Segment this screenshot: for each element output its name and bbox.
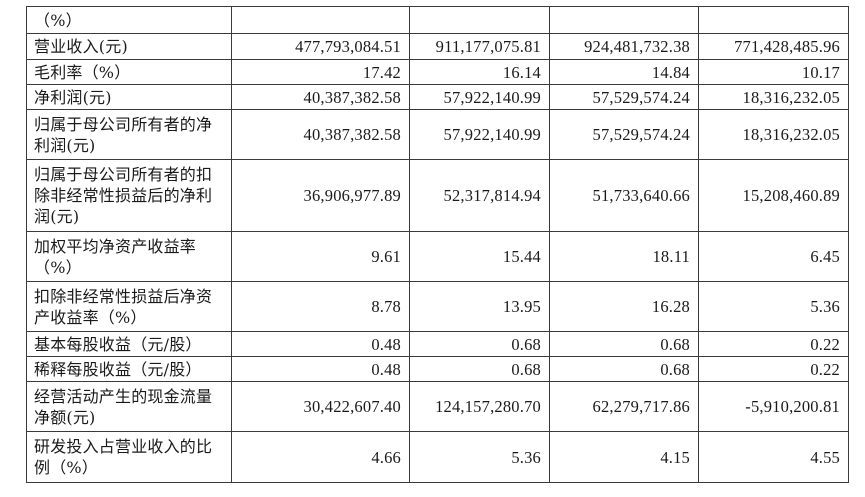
cell-value: 4.55 <box>698 431 849 483</box>
cell-value: 0.48 <box>231 331 410 357</box>
cell-value: 4.15 <box>549 431 699 483</box>
cell-value <box>698 6 849 34</box>
cell-value: 5.36 <box>409 431 550 483</box>
cell-value: 0.22 <box>698 356 849 382</box>
cell-value: 0.22 <box>698 331 849 357</box>
table-row: （%） <box>26 6 849 34</box>
cell-value: 0.68 <box>409 331 550 357</box>
cell-value: 17.42 <box>231 59 410 85</box>
row-label: 营业收入(元) <box>26 33 232 60</box>
cell-value: 15,208,460.89 <box>698 159 849 232</box>
table-row: 研发投入占营业收入的比例（%） 4.66 5.36 4.15 4.55 <box>26 431 849 483</box>
cell-value: 14.84 <box>549 59 699 85</box>
cell-value: 40,387,382.58 <box>231 84 410 110</box>
cell-value: 10.17 <box>698 59 849 85</box>
cell-value: 4.66 <box>231 431 410 483</box>
financial-table: （%） 营业收入(元) 477,793,084.51 911,177,075.8… <box>26 6 849 483</box>
table-row: 加权平均净资产收益率（%） 9.61 15.44 18.11 6.45 <box>26 231 849 282</box>
table-row: 净利润(元) 40,387,382.58 57,922,140.99 57,52… <box>26 84 849 110</box>
cell-value: 9.61 <box>231 231 410 282</box>
cell-value: 18,316,232.05 <box>698 84 849 110</box>
cell-value: 0.68 <box>549 331 699 357</box>
cell-value: 124,157,280.70 <box>409 381 550 432</box>
cell-value: 16.28 <box>549 281 699 332</box>
cell-value <box>549 6 699 34</box>
cell-value: 924,481,732.38 <box>549 33 699 60</box>
cell-value: 30,422,607.40 <box>231 381 410 432</box>
cell-value <box>231 6 410 34</box>
cell-value: 36,906,977.89 <box>231 159 410 232</box>
cell-value: 51,733,640.66 <box>549 159 699 232</box>
row-label: 加权平均净资产收益率（%） <box>26 231 232 282</box>
cell-value: 18.11 <box>549 231 699 282</box>
cell-value: 13.95 <box>409 281 550 332</box>
cell-value: 18,316,232.05 <box>698 109 849 160</box>
table-row: 毛利率（%） 17.42 16.14 14.84 10.17 <box>26 59 849 85</box>
cell-value: 40,387,382.58 <box>231 109 410 160</box>
cell-value: 57,922,140.99 <box>409 84 550 110</box>
row-label: 扣除非经常性损益后净资产收益率（%） <box>26 281 232 332</box>
cell-value: 15.44 <box>409 231 550 282</box>
table-row: 归属于母公司所有者的净利润(元) 40,387,382.58 57,922,14… <box>26 109 849 160</box>
cell-value: 8.78 <box>231 281 410 332</box>
cell-value: 0.68 <box>409 356 550 382</box>
row-label: 归属于母公司所有者的扣除非经常性损益后的净利润(元) <box>26 159 232 232</box>
row-label: 毛利率（%） <box>26 59 232 85</box>
cell-value: 5.36 <box>698 281 849 332</box>
cell-value: 57,529,574.24 <box>549 84 699 110</box>
cell-value: 57,922,140.99 <box>409 109 550 160</box>
row-label: 归属于母公司所有者的净利润(元) <box>26 109 232 160</box>
cell-value: 0.68 <box>549 356 699 382</box>
table-row: 营业收入(元) 477,793,084.51 911,177,075.81 92… <box>26 33 849 60</box>
cell-value: -5,910,200.81 <box>698 381 849 432</box>
row-label: 净利润(元) <box>26 84 232 110</box>
cell-value: 16.14 <box>409 59 550 85</box>
cell-value: 911,177,075.81 <box>409 33 550 60</box>
cell-value: 52,317,814.94 <box>409 159 550 232</box>
cell-value: 6.45 <box>698 231 849 282</box>
row-label: 经营活动产生的现金流量净额(元) <box>26 381 232 432</box>
table-row: 扣除非经常性损益后净资产收益率（%） 8.78 13.95 16.28 5.36 <box>26 281 849 332</box>
cell-value: 477,793,084.51 <box>231 33 410 60</box>
cell-value: 62,279,717.86 <box>549 381 699 432</box>
cell-value: 0.48 <box>231 356 410 382</box>
table-row: 经营活动产生的现金流量净额(元) 30,422,607.40 124,157,2… <box>26 381 849 432</box>
table-row: 稀释每股收益（元/股） 0.48 0.68 0.68 0.22 <box>26 356 849 382</box>
cell-value: 771,428,485.96 <box>698 33 849 60</box>
row-label: 研发投入占营业收入的比例（%） <box>26 431 232 483</box>
row-label: 基本每股收益（元/股） <box>26 331 232 357</box>
table-row: 归属于母公司所有者的扣除非经常性损益后的净利润(元) 36,906,977.89… <box>26 159 849 232</box>
cell-value: 57,529,574.24 <box>549 109 699 160</box>
cell-value <box>409 6 550 34</box>
table-row: 基本每股收益（元/股） 0.48 0.68 0.68 0.22 <box>26 331 849 357</box>
row-label: （%） <box>26 6 232 34</box>
row-label: 稀释每股收益（元/股） <box>26 356 232 382</box>
